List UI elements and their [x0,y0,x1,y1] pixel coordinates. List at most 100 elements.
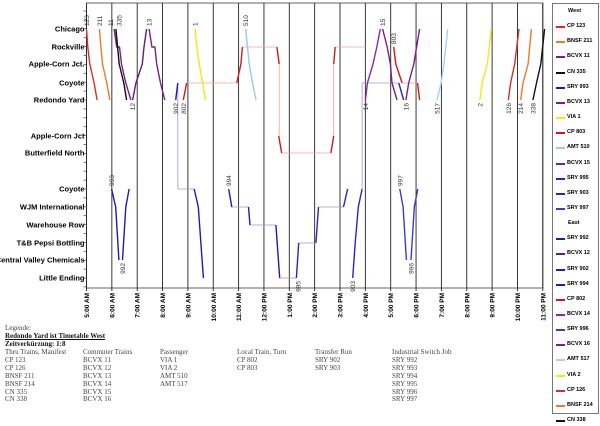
train-label-via-1: 1 [192,22,199,26]
train-line-bcvx-11 [113,28,132,101]
legend-item: SRY 903 [553,189,598,199]
legend-column-item: BCVX 16 [83,395,112,404]
timetable-graph: 5:00 AM 6:00 AM 7:00 AM 8:00 AM 9:00 AM 10:00… [0,2,547,321]
legend-item: SRY 993 [553,83,598,93]
legend-title: Legende: [5,324,32,332]
train-label-amt-517: 517 [435,103,442,114]
station-label: Apple-Corn Jct [31,132,85,141]
legend-item: CN 338 [553,416,598,426]
legend-swatch [556,420,565,423]
legend-swatch [556,314,565,316]
train-label-bnsf-211: 211 [97,15,104,26]
train-line-cp-802 [236,46,244,84]
legend-column-header: Transfer Run [315,348,352,356]
legend-item: CP 123 [553,22,598,32]
train-line-sry-902 [193,188,205,279]
train-label-sry-903: 903 [350,281,357,292]
train-line-amt-510 [245,28,257,101]
legend-column-item: CP 802 [237,355,258,364]
train-label-bcvx-15: 15 [380,18,387,26]
legend-column-header: Industrial Switch Job [392,348,452,356]
legend-label: CP 126 [567,386,586,393]
legend-column-item: SRY 996 [392,387,418,396]
legend-column-item: BCVX 14 [83,379,112,388]
legend-column-item: SRY 995 [392,379,418,388]
station-label: Coyote [59,185,84,194]
legend-item: CP 803 [553,128,598,138]
legend-label: BCVX 15 [567,159,590,166]
legend-label: SRY 996 [567,326,589,333]
legend-group-label: East [568,220,580,227]
x-tick-label: 8:00 PM [464,293,471,318]
legend-column-item: SRY 994 [392,371,418,380]
train-line-cn-338 [532,28,546,101]
legend-label: CN 338 [567,417,586,424]
train-line-sry-994 [247,206,251,226]
x-tick-label: 10:00 AM [211,293,218,321]
legend-column-item: VIA 2 [160,363,178,372]
legend-item: SRY 992 [553,234,598,244]
station-label: Rockville [52,43,85,52]
legend-item: BNSF 214 [553,401,598,411]
legend-label: SRY 903 [567,189,589,196]
train-line-sry-995 [315,206,320,244]
train-line-cp-802 [182,82,188,101]
legend-item: BNSF 211 [553,37,598,47]
train-line-bcvx-15 [381,28,398,101]
legend-label: SRY 995 [567,174,589,181]
bottom-legend: Legende: Redondo Yard ist Timetable West… [5,324,452,403]
train-label-cp-126: 126 [506,103,513,114]
legend-label: SRY 992 [567,235,589,242]
train-label-sry-993: 993 [109,175,116,186]
legend-swatch [556,117,565,120]
train-line-via-2 [479,28,492,101]
legend-column-item: BCVX 15 [83,387,112,396]
legend-swatch [556,359,565,362]
legend-label: AMT 510 [567,144,590,151]
train-label-cp-803: 803 [391,33,398,44]
train-line-sry-993 [110,188,120,261]
x-tick-label: 3:00 PM [338,293,345,318]
legend-column-item: AMT 517 [160,379,188,388]
train-line-cp-802 [333,46,336,65]
legend-column-header: Passenger [160,348,188,356]
legend-swatch [556,404,565,407]
x-tick-label: 7:00 AM [135,293,142,318]
legend-column: Commuter Trains BCVX 11 BCVX 12 BCVX 13 BCVX… [83,348,132,404]
train-line-cp-802 [276,46,280,65]
train-line-sry-903 [398,82,405,101]
train-line-sry-902 [175,82,179,101]
legend-swatch [556,132,565,135]
legend-column: Passenger VIA 1 VIA 2 AMT 510 AMT 517 [160,348,188,389]
train-link-sry-903 [361,82,399,189]
x-tick-label: 1:00 PM [287,293,294,318]
legend-swatch [556,26,565,29]
legend-swatch [556,162,565,165]
station-label: Central Valley Chemicals [0,256,85,265]
x-tick-label: 5:00 PM [388,293,395,318]
legend-column-item: AMT 510 [160,371,188,380]
train-label-sry-996: 996 [408,263,415,274]
legend-label: BNSF 211 [567,38,593,45]
legend-label: VIA 2 [567,371,581,378]
train-line-sry-996 [410,188,419,261]
train-label-bcvx-12: 12 [130,103,137,111]
train-line-bcvx-13 [148,28,166,101]
train-line-bcvx-16 [405,28,421,101]
train-label-cp-802: 802 [181,103,188,114]
legend-subtitle: Redondo Yard ist Timetable West [5,331,106,340]
x-tick-label: 6:00 PM [414,293,421,318]
legend-swatch [556,283,565,286]
train-line-sry-995 [342,188,349,208]
legend-item: CP 126 [553,386,598,396]
x-tick-label: 11:00 PM [540,293,547,321]
legend-column-item: SRY 992 [392,355,418,364]
legend-swatch [556,238,565,241]
legend-column-item: BNSF 214 [5,379,35,388]
train-line-cp-126 [507,28,520,101]
legend-scale: Zeitverkürzung: 1:8 [5,339,66,348]
station-label: WJM International [20,203,85,212]
station-label: Chicago [55,25,85,34]
station-label: Coyote [59,79,84,88]
legend-swatch [556,207,565,210]
